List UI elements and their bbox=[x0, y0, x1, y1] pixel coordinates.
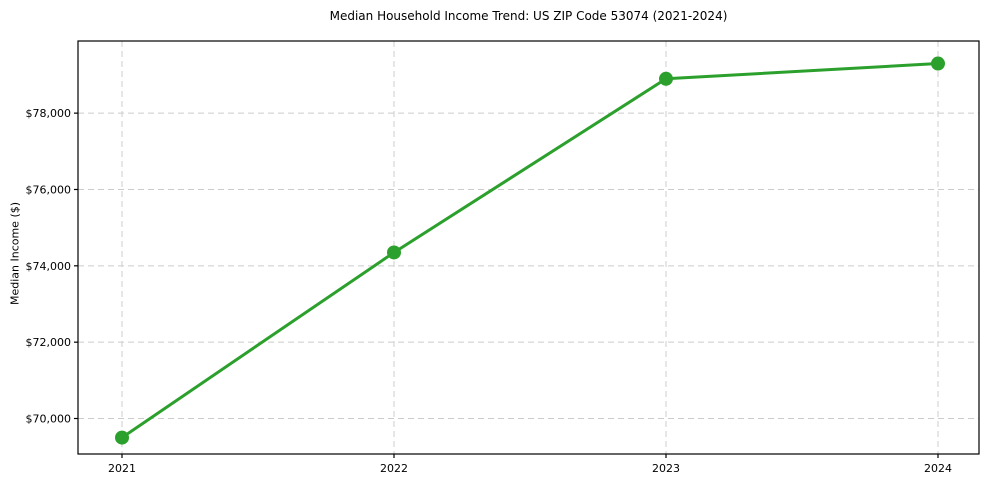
y-tick-label: $74,000 bbox=[26, 260, 72, 273]
y-tick-label: $78,000 bbox=[26, 107, 72, 120]
x-tick-label: 2022 bbox=[380, 462, 408, 475]
plot-frame bbox=[77, 40, 980, 455]
y-tick-label: $72,000 bbox=[26, 336, 72, 349]
x-tick-label: 2021 bbox=[108, 462, 136, 475]
data-point bbox=[115, 430, 129, 445]
x-tick-label: 2024 bbox=[924, 462, 952, 475]
data-point bbox=[931, 56, 945, 71]
y-tick-label: $76,000 bbox=[26, 183, 72, 196]
y-tick-label: $70,000 bbox=[26, 413, 72, 426]
data-point bbox=[387, 245, 401, 260]
chart-title: Median Household Income Trend: US ZIP Co… bbox=[329, 9, 728, 23]
data-point bbox=[659, 71, 673, 86]
x-tick-label: 2023 bbox=[652, 462, 680, 475]
trend-line bbox=[120, 62, 940, 440]
